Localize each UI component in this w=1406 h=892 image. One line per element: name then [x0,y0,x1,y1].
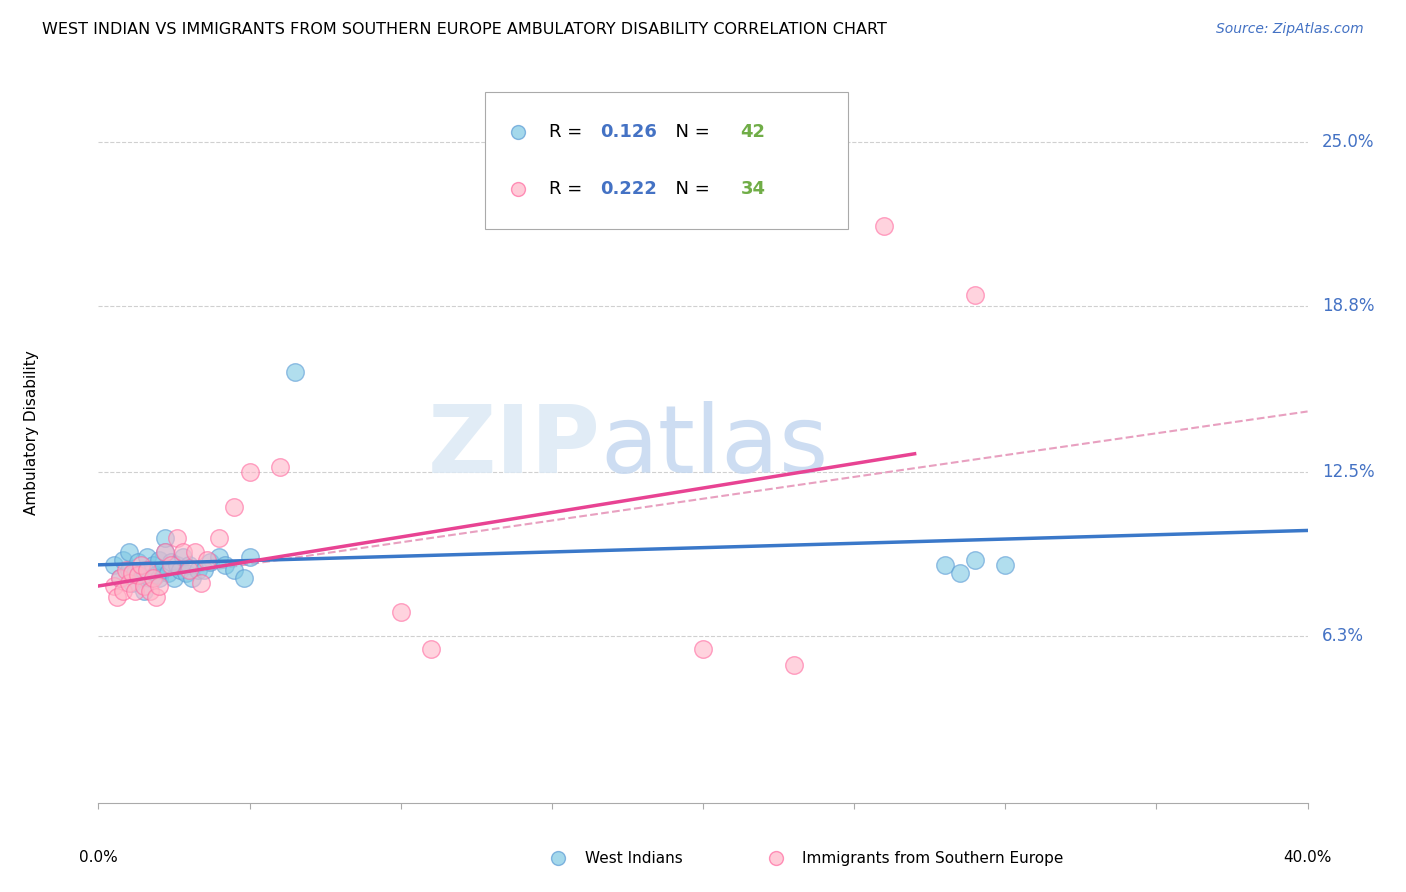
Point [118,563,141,577]
Point [111,584,134,599]
Point [163,571,186,585]
Point [118,576,141,591]
Point [172,549,194,564]
Point [208,549,231,564]
Point [148,571,170,585]
Point [389,606,412,620]
Point [127,568,149,582]
Point [160,558,183,572]
Point [179,558,201,572]
Text: 6.3%: 6.3% [1322,627,1364,645]
Point [139,571,162,585]
Point [150,563,173,577]
Point [269,460,291,475]
Point [153,544,176,558]
Point [172,544,194,558]
Text: 42: 42 [741,123,765,141]
Text: N =: N = [664,180,716,198]
Point [224,563,246,577]
Point [184,544,207,558]
Point [965,552,987,566]
FancyBboxPatch shape [485,92,848,229]
Point [949,566,972,580]
Point [124,584,146,599]
Point [179,563,201,577]
Point [121,566,143,580]
Text: West Indians: West Indians [585,851,682,866]
Point [232,571,254,585]
Text: ZIP: ZIP [427,401,600,493]
Point [148,579,170,593]
Point [108,571,131,585]
Text: R =: R = [550,123,589,141]
Point [139,584,162,599]
Point [224,500,246,514]
Text: WEST INDIAN VS IMMIGRANTS FROM SOUTHERN EUROPE AMBULATORY DISABILITY CORRELATION: WEST INDIAN VS IMMIGRANTS FROM SOUTHERN … [42,22,887,37]
Text: 18.8%: 18.8% [1322,297,1375,315]
Text: R =: R = [550,180,589,198]
Point [239,465,262,479]
Text: 25.0%: 25.0% [1322,133,1375,151]
Point [873,219,896,234]
Point [166,558,188,572]
Point [239,549,262,564]
Point [142,558,165,572]
Point [187,563,209,577]
Text: 0.222: 0.222 [600,180,657,198]
Point [129,558,152,572]
Point [783,658,806,673]
Point [135,549,157,564]
Point [145,568,167,582]
Point [127,555,149,569]
Point [145,590,167,604]
Point [169,563,191,577]
Point [129,571,152,585]
Text: 0.0%: 0.0% [79,850,118,865]
Point [108,571,131,585]
Point [166,532,188,546]
Point [193,563,215,577]
Point [121,576,143,591]
Point [103,579,125,593]
Point [208,532,231,546]
Point [103,558,125,572]
Point [111,552,134,566]
Point [160,555,183,569]
Point [153,544,176,558]
Point [132,563,155,577]
Point [105,590,128,604]
Text: 12.5%: 12.5% [1322,463,1375,482]
Point [118,544,141,558]
Point [934,558,956,572]
Text: Immigrants from Southern Europe: Immigrants from Southern Europe [803,851,1063,866]
Point [153,532,176,546]
Point [132,579,155,593]
Point [181,571,204,585]
Point [124,566,146,580]
Text: Ambulatory Disability: Ambulatory Disability [24,351,39,515]
Point [190,576,212,591]
Point [994,558,1017,572]
Point [965,288,987,302]
Point [420,642,443,657]
Point [200,555,222,569]
Point [214,558,236,572]
Point [284,365,307,379]
Text: N =: N = [664,123,716,141]
Point [148,552,170,566]
Text: Source: ZipAtlas.com: Source: ZipAtlas.com [1216,22,1364,37]
Point [142,571,165,585]
Point [174,566,197,580]
Text: 34: 34 [741,180,765,198]
Text: 40.0%: 40.0% [1284,850,1331,865]
Point [692,642,714,657]
Text: atlas: atlas [600,401,828,493]
Point [114,563,136,577]
Point [135,563,157,577]
Text: 0.126: 0.126 [600,123,657,141]
Point [195,552,218,566]
Point [132,584,155,599]
Point [156,566,179,580]
